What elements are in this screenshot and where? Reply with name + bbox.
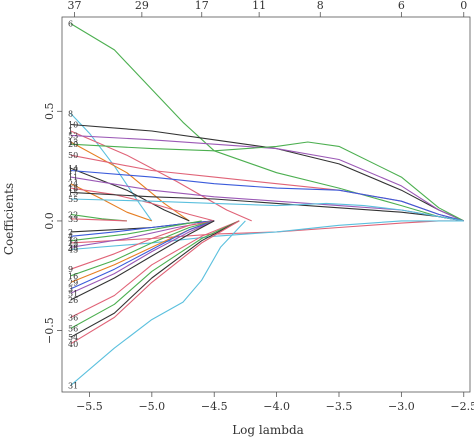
path-label: 10 xyxy=(68,120,78,129)
coefficient-path xyxy=(70,141,190,222)
path-label: 38 xyxy=(68,243,78,252)
path-label: 54 xyxy=(68,333,78,342)
path-label: 18 xyxy=(68,184,78,193)
top-tick-label: 0 xyxy=(460,0,467,12)
path-label: 17 xyxy=(68,167,78,176)
x-tick-label: −2.5 xyxy=(450,400,474,413)
path-label: 8 xyxy=(68,109,73,118)
path-label: 55 xyxy=(68,195,78,204)
y-tick-label: 0.5 xyxy=(43,103,56,121)
top-tick-label: 11 xyxy=(252,0,266,12)
coefficient-path xyxy=(70,220,464,251)
path-label: 16 xyxy=(68,272,78,281)
path-label: 15 xyxy=(68,188,78,197)
top-tick-label: 6 xyxy=(398,0,405,12)
coefficient-path xyxy=(70,183,152,222)
path-label: 2 xyxy=(68,228,73,237)
path-label: 11 xyxy=(68,173,78,182)
x-tick-label: −5.5 xyxy=(76,400,103,413)
coefficient-path xyxy=(70,218,127,222)
path-label: 9 xyxy=(68,265,73,274)
path-label: 40 xyxy=(68,340,78,349)
coefficient-path xyxy=(70,220,246,386)
x-tick-label: −4.0 xyxy=(263,400,290,413)
path-label: 4 xyxy=(68,232,73,241)
path-label: 51 xyxy=(68,289,78,298)
coefficient-path xyxy=(70,134,465,222)
coefficient-path xyxy=(70,220,215,237)
path-labels-layer: 6810153132050141711241815552233241223384… xyxy=(68,20,78,391)
path-label: 36 xyxy=(68,313,78,322)
top-tick-label: 8 xyxy=(317,0,324,12)
coefficient-path xyxy=(70,23,464,222)
coefficient-path xyxy=(70,130,252,222)
plot-border xyxy=(61,16,471,393)
x-tick-label: −3.0 xyxy=(388,400,415,413)
path-label: 24 xyxy=(68,180,78,189)
coefficient-path xyxy=(70,187,215,222)
coefficient-path xyxy=(70,220,215,270)
path-label: 14 xyxy=(68,164,78,173)
coefficient-path xyxy=(70,220,464,244)
x-axis-title: Log lambda xyxy=(232,423,304,437)
path-label: 22 xyxy=(68,210,78,219)
path-label: 56 xyxy=(68,324,78,333)
path-label: 23 xyxy=(68,239,78,248)
path-label: 50 xyxy=(68,151,78,160)
path-label: 31 xyxy=(68,381,78,390)
path-label: 29 xyxy=(68,278,78,287)
coefficient-path xyxy=(70,123,465,222)
coefficient-path xyxy=(70,169,464,222)
coefficient-path xyxy=(70,220,240,318)
coefficient-path xyxy=(70,220,240,329)
coefficient-path xyxy=(70,167,190,222)
axes-layer: −5.5 −5.0 −4.5 −4.0 −3.5 −3.0 −2.537 29 17 11 8 6 0−… xyxy=(43,0,474,413)
path-label: 20 xyxy=(68,140,78,149)
top-tick-label: 17 xyxy=(195,0,209,12)
coefficient-path xyxy=(70,176,464,222)
top-tick-label: 37 xyxy=(67,0,81,12)
path-label: 3 xyxy=(68,285,73,294)
plot-frame-layer xyxy=(61,16,471,393)
path-label: 1 xyxy=(68,127,73,136)
y-tick-label: −0.5 xyxy=(43,317,56,344)
path-label: 43 xyxy=(68,245,78,254)
path-label: 6 xyxy=(68,20,73,29)
x-tick-label: −5.0 xyxy=(138,400,165,413)
coefficient-paths-layer xyxy=(70,23,465,386)
coefficient-path xyxy=(70,220,240,338)
coefficient-path xyxy=(70,220,215,301)
coefficient-path xyxy=(70,141,465,222)
path-label: 33 xyxy=(68,215,78,224)
y-tick-label: 0.0 xyxy=(43,212,56,230)
coefficient-path xyxy=(70,220,215,277)
path-label: 13 xyxy=(68,138,78,147)
coefficient-path xyxy=(70,220,240,345)
path-label: 26 xyxy=(68,296,78,305)
path-label: 53 xyxy=(68,131,78,140)
x-tick-label: −3.5 xyxy=(326,400,353,413)
y-axis-title: Coefficients xyxy=(2,183,16,255)
coefficient-path xyxy=(70,198,464,222)
coefficient-path xyxy=(70,220,215,290)
x-tick-label: −4.5 xyxy=(201,400,228,413)
coefficient-path xyxy=(70,220,202,242)
path-label: 12 xyxy=(68,237,78,246)
top-tick-label: 29 xyxy=(135,0,149,12)
coefficient-path xyxy=(70,220,215,294)
